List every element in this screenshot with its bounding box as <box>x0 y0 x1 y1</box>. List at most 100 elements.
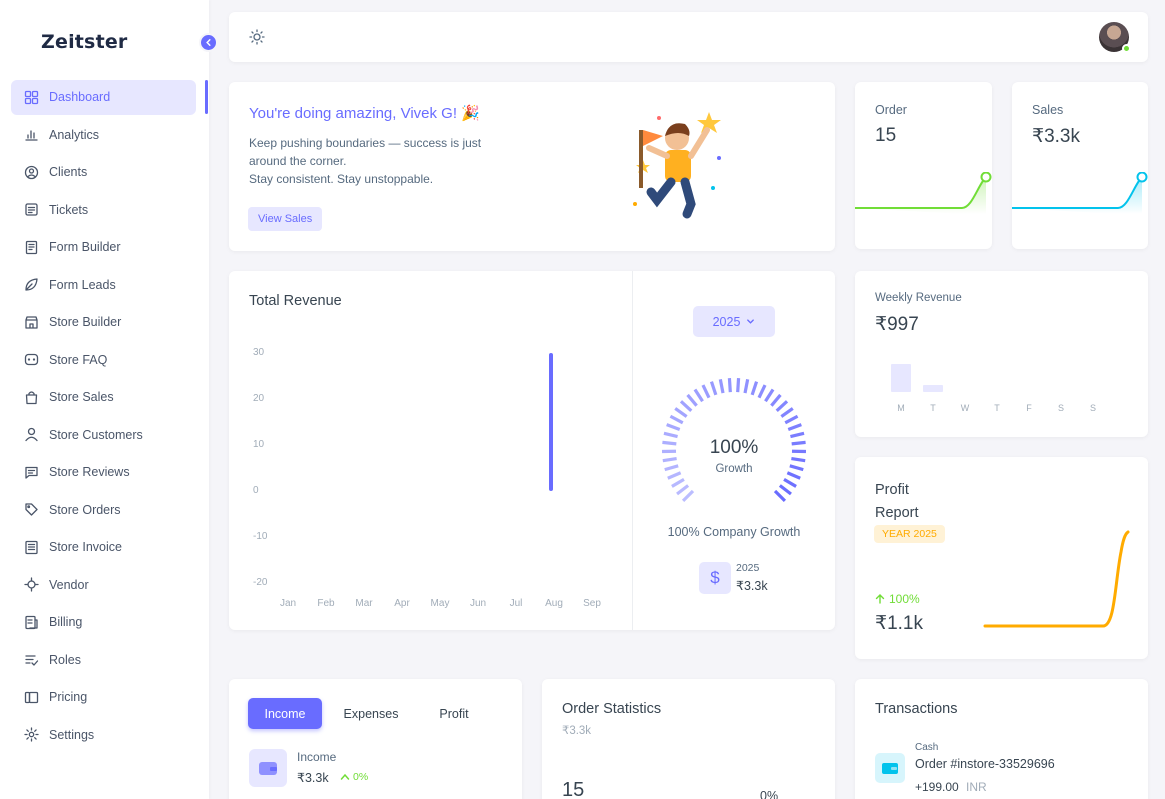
sidebar-item-label: Tickets <box>49 202 89 217</box>
gauge-segment <box>778 484 792 496</box>
order-label: Order <box>875 103 907 117</box>
brand-logo[interactable]: Zeitster <box>41 31 128 53</box>
order-statistics-title: Order Statistics <box>562 701 662 717</box>
sidebar-item-label: Store Orders <box>49 502 121 517</box>
weekly-revenue-card: Weekly Revenue ₹997 M T W T F S S <box>855 271 1148 437</box>
profit-report-card: Profit Report YEAR 2025 100% ₹1.1k <box>855 457 1148 659</box>
view-sales-button[interactable]: View Sales <box>248 207 323 231</box>
pricing-icon <box>24 690 39 705</box>
sparkline-end-point <box>1136 172 1148 183</box>
weekly-day-label: M <box>897 403 905 413</box>
sidebar-item-billing[interactable]: Billing <box>11 605 196 640</box>
total-revenue-card: Total Revenue 30 20 10 0 -10 -20 Jan Feb Mar Apr… <box>229 271 835 630</box>
chevron-up-icon <box>340 773 350 780</box>
transaction-amount: +199.00 <box>915 780 959 794</box>
sidebar-item-label: Vendor <box>49 577 89 592</box>
sidebar-item-label: Settings <box>49 727 95 742</box>
sidebar-item-label: Pricing <box>49 690 88 705</box>
tab-expenses[interactable]: Expenses <box>343 706 399 721</box>
sidebar-item-label: Clients <box>49 165 88 180</box>
gauge-segment <box>727 378 732 393</box>
weekly-day-label: S <box>1058 403 1064 413</box>
user-icon <box>24 427 39 442</box>
sidebar-menu: Dashboard Analytics Clients Tickets Form Bui… <box>11 80 196 755</box>
gauge-segment <box>663 431 678 439</box>
welcome-text: Keep pushing boundaries — success is jus… <box>249 134 509 188</box>
welcome-line-1: Keep pushing boundaries — success is jus… <box>249 136 482 168</box>
chart-icon <box>24 127 39 142</box>
sidebar-item-store-reviews[interactable]: Store Reviews <box>11 455 196 490</box>
company-growth-text: 100% Company Growth <box>667 525 801 539</box>
tab-profit[interactable]: Profit <box>439 706 469 721</box>
y-tick-label: 10 <box>253 439 265 450</box>
year-dropdown[interactable]: 2025 <box>693 306 775 337</box>
sidebar-item-settings[interactable]: Settings <box>11 718 196 753</box>
gauge-segment <box>791 457 806 463</box>
tag-icon <box>24 502 39 517</box>
topbar <box>229 12 1148 62</box>
gauge-segment <box>709 381 718 396</box>
sidebar-item-dashboard[interactable]: Dashboard <box>11 80 196 115</box>
sidebar-item-form-builder[interactable]: Form Builder <box>11 230 196 265</box>
y-tick-label: 20 <box>253 393 265 404</box>
sun-icon[interactable] <box>249 29 265 45</box>
sales-card: Sales ₹3.3k <box>1012 82 1148 249</box>
year-dropdown-label: 2025 <box>712 314 741 329</box>
revenue-bar-aug[interactable] <box>549 353 553 491</box>
welcome-line-2: Stay consistent. Stay unstoppable. <box>249 172 434 186</box>
collapse-sidebar-button[interactable] <box>199 33 218 52</box>
sidebar-item-analytics[interactable]: Analytics <box>11 118 196 153</box>
sidebar-item-vendor[interactable]: Vendor <box>11 568 196 603</box>
sidebar-item-pricing[interactable]: Pricing <box>11 680 196 715</box>
gauge-segment <box>787 423 802 432</box>
sidebar-item-store-invoice[interactable]: Store Invoice <box>11 530 196 565</box>
transactions-title: Transactions <box>875 701 958 717</box>
sidebar-item-label: Store Sales <box>49 390 114 405</box>
gauge-segment <box>764 388 775 403</box>
weekly-bar[interactable] <box>891 364 911 392</box>
y-tick-label: -20 <box>253 577 268 588</box>
store-icon <box>24 315 39 330</box>
x-tick-label: Apr <box>394 598 410 609</box>
order-statistics-count: 15 <box>562 779 585 799</box>
sidebar-item-store-customers[interactable]: Store Customers <box>11 418 196 453</box>
gauge-segment <box>679 400 693 412</box>
y-tick-label: 30 <box>253 347 265 358</box>
x-tick-label: Mar <box>355 598 373 609</box>
sidebar-item-store-faq[interactable]: Store FAQ <box>11 343 196 378</box>
sidebar-item-roles[interactable]: Roles <box>11 643 196 678</box>
weekly-day-label: S <box>1090 403 1096 413</box>
gauge-segment <box>784 414 799 425</box>
weekly-bar[interactable] <box>923 385 943 392</box>
order-statistics-percent: 0% <box>760 789 779 799</box>
gauge-segment <box>701 384 711 399</box>
ticket-icon <box>24 202 39 217</box>
tab-income[interactable]: Income <box>248 698 322 729</box>
sidebar-item-form-leads[interactable]: Form Leads <box>11 268 196 303</box>
sidebar: Zeitster Dashboard Analytics Clients Ticket… <box>0 0 209 799</box>
weekly-revenue-label: Weekly Revenue <box>875 292 962 304</box>
sidebar-item-label: Dashboard <box>49 90 111 105</box>
growth-percent: 100% <box>709 437 759 458</box>
gauge-segment <box>681 489 695 503</box>
order-statistics-subtitle: ₹3.3k <box>562 725 592 737</box>
active-indicator <box>205 80 208 114</box>
sidebar-item-store-builder[interactable]: Store Builder <box>11 305 196 340</box>
gauge-segment <box>736 378 741 393</box>
gauge-segment <box>667 471 682 480</box>
gauge-segment <box>757 384 767 399</box>
sidebar-item-label: Form Builder <box>49 240 121 255</box>
sidebar-item-store-sales[interactable]: Store Sales <box>11 380 196 415</box>
sidebar-item-tickets[interactable]: Tickets <box>11 193 196 228</box>
sales-label: Sales <box>1032 103 1064 117</box>
income-card: Income Expenses Profit Income ₹3.3k 0% <box>229 679 522 799</box>
sidebar-item-clients[interactable]: Clients <box>11 155 196 190</box>
growth-gauge <box>661 378 807 503</box>
x-tick-label: Jun <box>469 598 487 609</box>
sidebar-item-label: Store Builder <box>49 315 122 330</box>
transaction-currency: INR <box>966 780 987 794</box>
sidebar-item-label: Billing <box>49 615 83 630</box>
sidebar-item-store-orders[interactable]: Store Orders <box>11 493 196 528</box>
faq-icon <box>24 352 39 367</box>
